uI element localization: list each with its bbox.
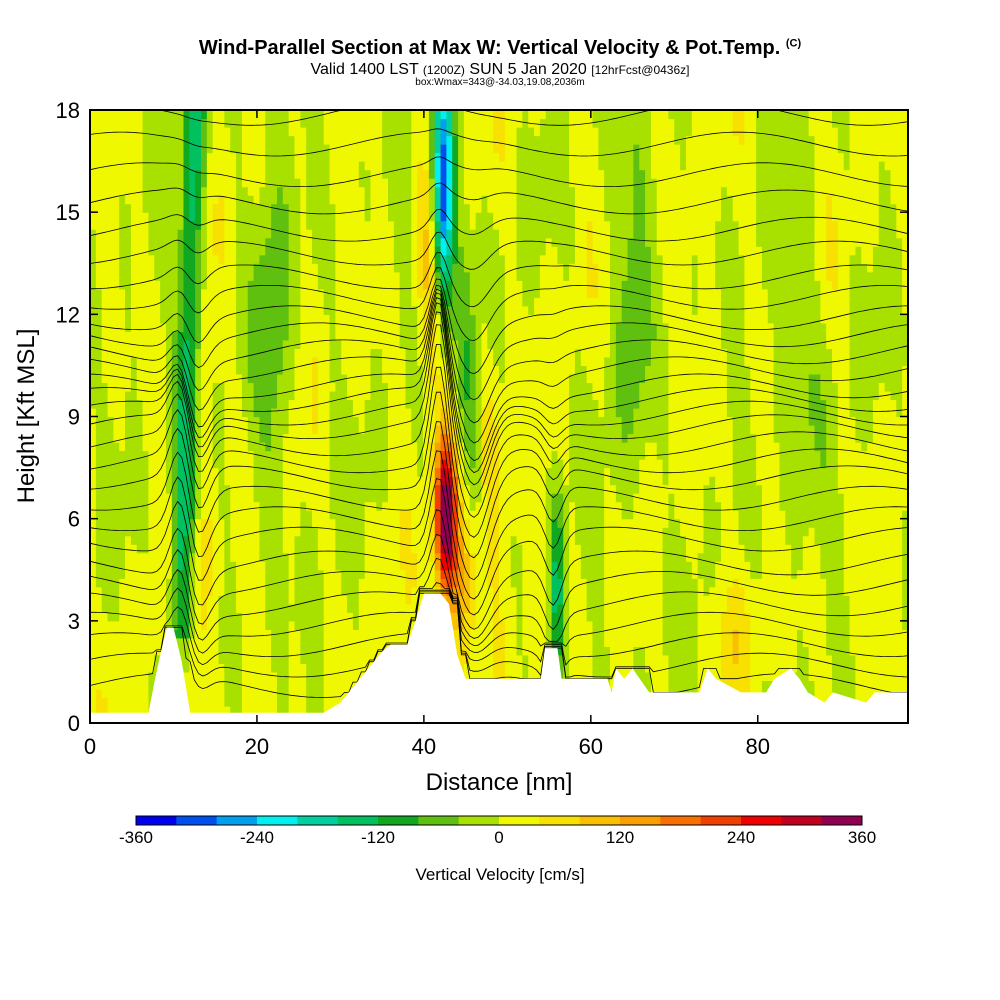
isentrope-line xyxy=(90,509,908,630)
isentrope-line xyxy=(90,267,908,342)
colorbar-swatch xyxy=(136,816,177,825)
chart-box-info: box:Wmax=343@-34.03,19.08,2036m xyxy=(415,77,585,88)
colorbar-swatch xyxy=(579,816,621,825)
colorbar-tick-label: -120 xyxy=(361,828,395,847)
isentrope-line xyxy=(90,302,908,474)
x-tick-label: 20 xyxy=(245,734,269,759)
isentrope-line xyxy=(90,208,908,242)
isentrope-line xyxy=(90,591,908,678)
y-axis: 0 3 6 9 12 15 18 xyxy=(56,98,908,736)
colorbar: -360 -240 -120 0 120 240 360 xyxy=(119,815,876,847)
colorbar-swatch xyxy=(297,816,339,825)
isentrope-line xyxy=(90,478,908,616)
y-tick-label: 15 xyxy=(56,200,80,225)
colorbar-swatch xyxy=(620,816,661,825)
y-axis-label: Height [Kft MSL] xyxy=(13,329,40,504)
colorbar-label: Vertical Velocity [cm/s] xyxy=(415,865,584,884)
colorbar-swatch xyxy=(660,816,702,825)
isentrope-line xyxy=(90,284,908,401)
isentrope-contours xyxy=(90,110,908,698)
isentrope-line xyxy=(90,292,908,444)
x-tick-label: 0 xyxy=(84,734,96,759)
colorbar-swatch xyxy=(216,816,258,825)
isentrope-line xyxy=(90,324,908,499)
x-axis: 0 20 40 60 80 xyxy=(84,110,770,759)
colorbar-tick-label: 0 xyxy=(494,828,503,847)
isentrope-line xyxy=(90,231,908,270)
chart-title: Wind-Parallel Section at Max W: Vertical… xyxy=(198,37,802,59)
colorbar-swatch xyxy=(337,816,379,825)
isentrope-line xyxy=(90,391,908,559)
isentrope-line xyxy=(90,296,908,462)
colorbar-tick-label: 240 xyxy=(727,828,755,847)
isentrope-line xyxy=(90,366,908,538)
colorbar-tick-label: -240 xyxy=(240,828,274,847)
isentrope-line xyxy=(90,252,908,308)
isentrope-line xyxy=(90,128,908,157)
y-tick-label: 0 xyxy=(68,711,80,736)
colorbar-tick-label: 120 xyxy=(606,828,634,847)
x-tick-label: 60 xyxy=(579,734,603,759)
colorbar-swatch xyxy=(539,816,581,825)
x-tick-label: 40 xyxy=(412,734,436,759)
x-tick-label: 80 xyxy=(746,734,770,759)
colorbar-swatch xyxy=(418,816,460,825)
isentrope-line xyxy=(90,450,908,600)
isentrope-line xyxy=(90,343,908,518)
isentrope-line xyxy=(90,533,908,639)
colorbar-swatch xyxy=(378,816,419,825)
x-axis-label: Distance [nm] xyxy=(426,769,573,796)
colorbar-tick-label: -360 xyxy=(119,828,153,847)
isentrope-line xyxy=(158,110,908,126)
colorbar-swatch xyxy=(458,816,500,825)
colorbar-swatch xyxy=(257,816,298,825)
y-tick-label: 18 xyxy=(56,98,80,123)
y-tick-label: 6 xyxy=(68,507,80,532)
colorbar-frame xyxy=(135,815,863,826)
isentrope-line xyxy=(90,589,908,666)
terrain xyxy=(90,593,908,723)
isentrope-line xyxy=(90,311,908,486)
colorbar-swatch xyxy=(499,816,540,825)
isentrope-line xyxy=(90,288,908,424)
isentrope-line xyxy=(90,278,908,375)
isentrope-line xyxy=(90,582,908,654)
y-tick-label: 3 xyxy=(68,609,80,634)
colorbar-swatch xyxy=(741,816,782,825)
colorbar-swatch xyxy=(176,816,218,825)
colorbar-swatch xyxy=(700,816,742,825)
isentrope-line xyxy=(90,156,908,187)
colorbar-swatch xyxy=(781,816,823,825)
isentrope-line xyxy=(90,182,908,215)
y-tick-label: 12 xyxy=(56,302,80,327)
isentrope-line xyxy=(90,557,908,647)
velocity-field xyxy=(90,110,908,723)
colorbar-tick-label: 360 xyxy=(848,828,876,847)
colorbar-swatch xyxy=(821,816,863,825)
chart-subtitle: Valid 1400 LST (1200Z) SUN 5 Jan 2020 [1… xyxy=(310,61,690,78)
isentrope-line xyxy=(90,593,908,698)
isentrope-line xyxy=(90,421,908,581)
y-tick-label: 9 xyxy=(68,405,80,430)
